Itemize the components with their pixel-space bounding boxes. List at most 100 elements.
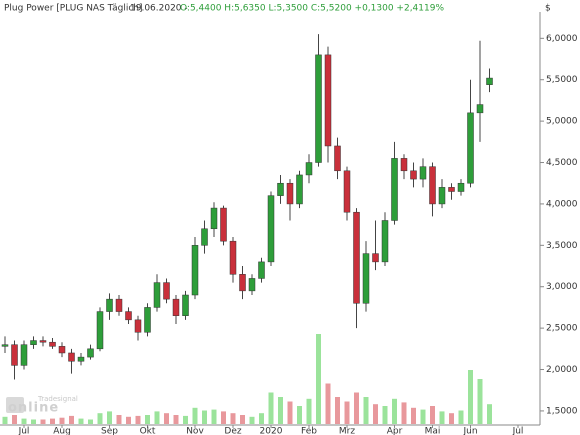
candle-body — [30, 340, 37, 345]
volume-bar — [477, 379, 483, 424]
x-tick-label: Jun — [462, 427, 477, 435]
x-tick-label: Mai — [425, 427, 441, 435]
y-tick-label: 2,0000 — [546, 365, 578, 375]
candle-body — [191, 245, 199, 296]
volume-bar — [316, 334, 321, 424]
candle-body — [277, 182, 284, 196]
candle-body — [153, 282, 161, 308]
x-tick-label: Dez — [224, 427, 241, 435]
candle-body — [400, 158, 408, 172]
volume-bar — [240, 415, 245, 424]
candle-body — [410, 170, 417, 180]
candle-body — [58, 346, 66, 354]
candle-body — [305, 162, 313, 176]
x-tick-label: Feb — [301, 427, 317, 435]
volume-bar — [88, 419, 93, 424]
watermark: Tradesignal online — [6, 395, 78, 416]
candle-body — [267, 195, 275, 263]
volume-bar — [306, 398, 312, 424]
candle-body — [201, 228, 208, 246]
volume-bar — [420, 409, 426, 424]
volume-bar — [164, 413, 169, 424]
volume-bar — [135, 415, 141, 424]
candle-body — [419, 166, 427, 180]
candle-body — [334, 145, 341, 172]
x-tick-label: Mrz — [339, 427, 355, 435]
candle-body — [77, 356, 85, 362]
volume-bar — [107, 411, 112, 424]
candle-body — [87, 348, 94, 358]
candle-body — [438, 187, 446, 205]
volume-bar — [439, 411, 445, 424]
candle-body — [457, 182, 465, 192]
candle-body — [210, 207, 218, 230]
candle-body — [239, 274, 246, 292]
candle-body — [296, 174, 303, 205]
y-tick-label: 2,5000 — [546, 324, 578, 334]
volume-bar — [278, 397, 283, 424]
candle-body — [353, 211, 360, 304]
watermark-logo: online — [8, 401, 59, 416]
candle-body — [96, 311, 104, 350]
volume-bar — [287, 401, 293, 424]
candle-body — [144, 307, 151, 333]
volume-bar — [468, 370, 473, 424]
y-tick-label: 6,0000 — [546, 34, 578, 44]
candle-body — [220, 207, 227, 242]
volume-bar — [12, 415, 17, 424]
watermark-text: Tradesignal — [37, 395, 78, 403]
volume-bar — [78, 418, 84, 424]
candle-body — [39, 340, 47, 343]
candle-body — [115, 298, 123, 312]
volume-bar — [31, 419, 36, 424]
volume-bar — [344, 401, 350, 424]
volume-bar — [363, 397, 369, 424]
volume-bar — [392, 398, 397, 424]
x-tick-label: Sep — [101, 427, 118, 435]
volume-bar — [97, 413, 103, 424]
volume-bar — [430, 406, 435, 424]
volume-bar — [335, 397, 340, 424]
volume-bar — [268, 392, 274, 424]
volume-bar — [145, 415, 150, 424]
candle-body — [448, 187, 455, 192]
volume-bar — [449, 413, 454, 424]
volume-bar — [354, 392, 359, 424]
volume-bar — [458, 410, 464, 424]
y-tick-label: 3,0000 — [546, 282, 578, 292]
candle-body — [248, 278, 256, 292]
volume-bar — [259, 413, 264, 424]
instrument: Plug Power [PLUG NAS Täglich] — [4, 4, 143, 14]
volume-bar — [230, 413, 236, 424]
volume-bar — [183, 415, 188, 424]
y-tick-label: 3,5000 — [546, 241, 578, 251]
candle-body — [68, 352, 75, 362]
volume-bar — [126, 416, 131, 424]
x-tick-label: 2020 — [260, 427, 283, 435]
volume-bar — [202, 410, 207, 424]
date: 19.06.2020 - — [130, 4, 188, 14]
x-tick-label: Aug — [53, 427, 71, 435]
candle-body — [467, 112, 474, 184]
x-tick-label: Nov — [186, 427, 204, 435]
candle-body — [134, 319, 142, 333]
volume-bar — [411, 407, 416, 424]
x-tick-label: Okt — [140, 427, 156, 435]
volume-bar — [382, 406, 388, 424]
candle-body — [486, 77, 493, 85]
volume-bar — [154, 411, 160, 424]
volume-bar — [249, 416, 255, 424]
volume-bar — [69, 415, 74, 424]
y-tick-label: 5,5000 — [546, 75, 578, 85]
candle-body — [476, 104, 484, 114]
candle-body — [391, 158, 398, 221]
y-tick-label: 4,5000 — [546, 158, 578, 168]
candle-body — [362, 253, 370, 304]
candle-body — [429, 166, 436, 205]
volume-bar — [487, 404, 492, 424]
candle-body — [11, 344, 18, 366]
candle-body — [229, 240, 237, 275]
candle-body — [286, 182, 294, 205]
candle-body — [1, 344, 9, 347]
